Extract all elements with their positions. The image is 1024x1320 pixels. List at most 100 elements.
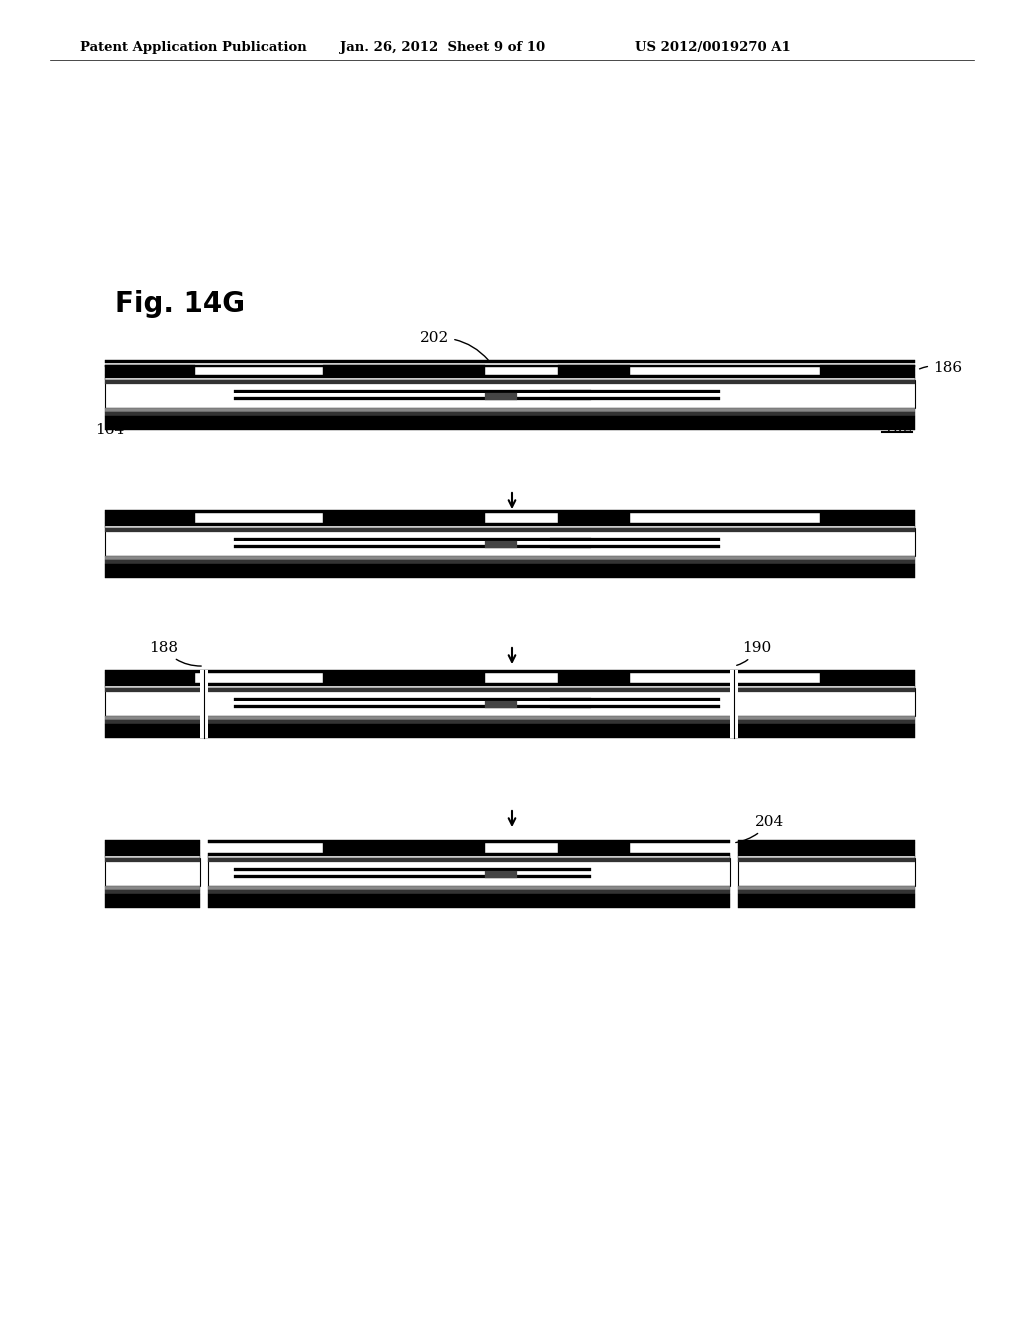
Bar (208, 886, 730, 890)
Bar (323, 513, 485, 523)
Bar (105, 719, 915, 723)
Bar (105, 528, 915, 556)
Bar (105, 715, 915, 719)
Text: 202: 202 (420, 331, 488, 360)
Bar (105, 894, 200, 908)
Bar (105, 412, 915, 416)
Bar (323, 366, 485, 375)
Bar (105, 366, 195, 375)
Bar (105, 378, 915, 380)
Bar (208, 840, 730, 843)
Bar (105, 688, 915, 715)
Bar (105, 525, 915, 528)
Bar (105, 840, 200, 843)
Bar (550, 393, 720, 397)
Bar (234, 393, 591, 397)
Text: 164: 164 (95, 422, 124, 437)
Bar (105, 528, 915, 532)
Bar (105, 380, 915, 384)
Bar (105, 686, 915, 688)
Bar (485, 701, 517, 708)
Bar (105, 408, 915, 412)
Bar (820, 673, 915, 682)
Bar (105, 682, 915, 686)
Bar (208, 858, 730, 862)
Text: 190: 190 (736, 642, 771, 665)
Bar (234, 539, 591, 541)
Bar (105, 380, 915, 408)
Bar (234, 389, 591, 393)
Bar (234, 701, 591, 705)
Bar (558, 366, 630, 375)
Bar (208, 858, 730, 886)
Bar (558, 843, 630, 853)
Bar (105, 560, 915, 564)
Bar (738, 843, 915, 853)
Bar (234, 545, 591, 548)
Bar (105, 375, 915, 378)
Bar (485, 393, 517, 400)
Bar (105, 523, 915, 525)
Bar (105, 556, 915, 560)
Text: 186: 186 (920, 360, 963, 375)
Text: 204: 204 (735, 814, 784, 842)
Bar (105, 890, 200, 894)
Bar (485, 871, 517, 878)
Bar (550, 397, 720, 400)
Text: Patent Application Publication: Patent Application Publication (80, 41, 307, 54)
Bar (323, 673, 485, 682)
Bar (105, 673, 195, 682)
Bar (105, 723, 915, 738)
Bar (105, 416, 915, 430)
Bar (738, 840, 915, 843)
Bar (105, 853, 200, 855)
Bar (550, 701, 720, 705)
Bar (738, 894, 915, 908)
Bar (738, 858, 915, 862)
Bar (234, 397, 591, 400)
Bar (738, 855, 915, 858)
Bar (105, 513, 195, 523)
Bar (105, 855, 200, 858)
Bar (234, 541, 591, 545)
Bar (550, 389, 720, 393)
Bar (738, 886, 915, 890)
Bar (208, 894, 730, 908)
Bar (105, 366, 915, 367)
Bar (200, 671, 208, 738)
Bar (820, 366, 915, 375)
Bar (485, 541, 517, 548)
Bar (208, 853, 730, 855)
Bar (105, 858, 200, 862)
Bar (208, 855, 730, 858)
Text: Jan. 26, 2012  Sheet 9 of 10: Jan. 26, 2012 Sheet 9 of 10 (340, 41, 545, 54)
Bar (550, 545, 720, 548)
Bar (738, 858, 915, 886)
Bar (820, 513, 915, 523)
Text: Fig. 14G: Fig. 14G (115, 290, 245, 318)
Text: 162: 162 (883, 421, 912, 436)
Bar (105, 886, 200, 890)
Bar (550, 539, 720, 541)
Bar (105, 858, 200, 886)
Bar (208, 890, 730, 894)
Bar (738, 853, 915, 855)
Bar (234, 698, 591, 701)
Bar (323, 843, 485, 853)
Bar (550, 698, 720, 701)
Bar (738, 890, 915, 894)
Bar (558, 513, 630, 523)
Bar (105, 843, 200, 853)
Bar (105, 688, 915, 692)
Bar (234, 705, 591, 708)
Bar (105, 360, 915, 363)
Bar (105, 671, 915, 673)
Bar (234, 869, 591, 871)
Bar (550, 705, 720, 708)
Text: 188: 188 (150, 642, 202, 667)
Bar (550, 541, 720, 545)
Text: US 2012/0019270 A1: US 2012/0019270 A1 (635, 41, 791, 54)
Bar (730, 671, 738, 738)
Bar (105, 510, 915, 513)
Bar (234, 875, 591, 878)
